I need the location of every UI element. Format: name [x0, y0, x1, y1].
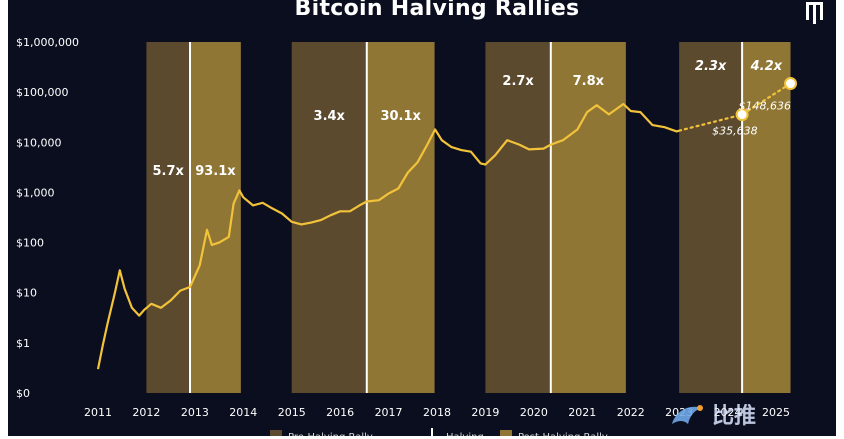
x-tick-label: 2011 [84, 406, 112, 419]
x-tick-label: 2022 [617, 406, 645, 419]
multiplier-label: 2.7x [502, 74, 534, 89]
multiplier-label: 5.7x [153, 164, 185, 179]
y-tick-label: $10,000 [16, 136, 62, 149]
multiplier-labels: 5.7x 93.1x 3.4x 30.1x 2.7x 7.8x 2.3x 4.2x [153, 59, 783, 179]
x-tick-label: 2024 [714, 406, 742, 419]
chart-frame: 5.7x 93.1x 3.4x 30.1x 2.7x 7.8x 2.3x 4.2x $35,6… [8, 0, 836, 436]
post-halving-band [550, 42, 626, 393]
price-annotation: $35,638 [712, 125, 758, 138]
x-tick-label: 2018 [423, 406, 451, 419]
x-tick-label: 2014 [229, 406, 257, 419]
x-tick-label: 2021 [568, 406, 596, 419]
legend-swatch [500, 430, 512, 436]
multiplier-label: 93.1x [195, 164, 236, 179]
halving-lines [189, 42, 744, 393]
price-series [96, 102, 680, 370]
chart-title: Bitcoin Halving Rallies [294, 0, 580, 21]
legend-swatch [270, 430, 282, 436]
shaded-periods [146, 42, 791, 393]
brand-logo-icon [806, 2, 823, 24]
projection-series: $35,638 $148,636 [678, 77, 798, 138]
y-tick-label: $100 [16, 237, 44, 250]
legend-label: Post-Halving Rally [518, 432, 608, 436]
pre-halving-band [291, 42, 367, 393]
multiplier-label: 2.3x [695, 59, 727, 74]
pre-halving-band [679, 42, 743, 393]
x-tick-label: 2013 [181, 406, 209, 419]
x-tick-label: 2017 [375, 406, 403, 419]
y-tick-label: $1 [16, 337, 30, 350]
halving-chart: 5.7x 93.1x 3.4x 30.1x 2.7x 7.8x 2.3x 4.2x $35,6… [16, 36, 798, 436]
x-tick-label: 2012 [132, 406, 160, 419]
bird-logo-icon [672, 405, 703, 424]
x-axis: 2011 2012 2013 2014 2015 2016 2017 2018 2019 2020… [84, 406, 790, 419]
watermark-text: 比推 [712, 404, 757, 429]
x-tick-label: 2025 [762, 406, 790, 419]
y-tick-label: $10 [16, 287, 37, 300]
post-halving-band [366, 42, 435, 393]
x-tick-label: 2015 [278, 406, 306, 419]
projection-point [784, 77, 798, 91]
pre-halving-band [146, 42, 191, 393]
legend-label: Halving [446, 432, 484, 436]
pre-halving-band [485, 42, 551, 393]
post-halving-band [742, 42, 791, 393]
watermark: 比推 [668, 398, 818, 436]
price-annotation: $148,636 [739, 100, 792, 113]
x-tick-label: 2020 [520, 406, 548, 419]
x-tick-label: 2019 [471, 406, 499, 419]
projection-point [735, 108, 749, 122]
y-tick-label: $0 [16, 387, 30, 400]
post-halving-band [190, 42, 241, 393]
y-tick-label: $1,000 [16, 186, 55, 199]
y-tick-label: $100,000 [16, 86, 69, 99]
x-tick-label: 2016 [326, 406, 354, 419]
legend: Pre-Halving Rally Halving Post-Halving Ral… [270, 428, 608, 436]
y-axis: $1,000,000 $100,000 $10,000 $1,000 $100 $10 $1… [16, 36, 79, 400]
multiplier-label: 30.1x [380, 109, 421, 124]
multiplier-label: 3.4x [314, 109, 346, 124]
multiplier-label: 7.8x [573, 74, 605, 89]
multiplier-label: 4.2x [750, 59, 783, 74]
y-tick-label: $1,000,000 [16, 36, 79, 49]
price-line [96, 102, 680, 370]
legend-label: Pre-Halving Rally [288, 432, 373, 436]
